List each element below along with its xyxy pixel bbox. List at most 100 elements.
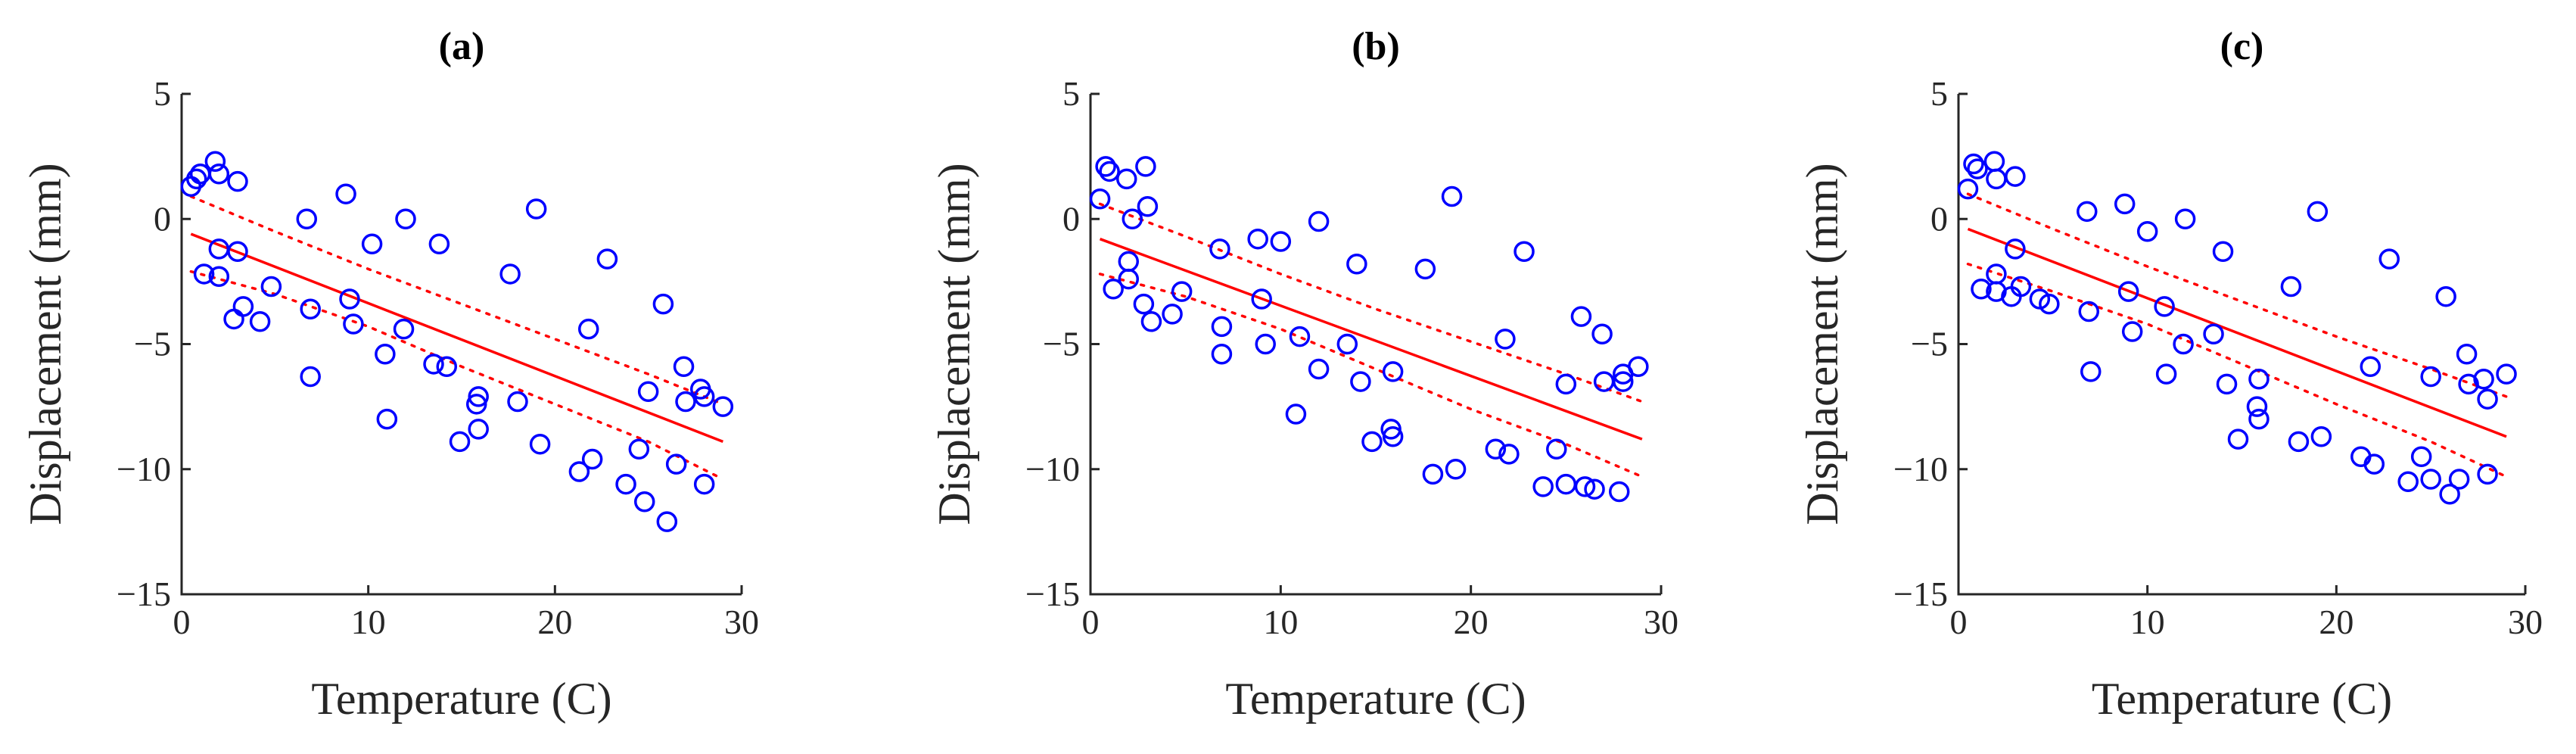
data-point: [2477, 388, 2498, 410]
data-point: [249, 311, 271, 332]
data-point: [693, 386, 715, 407]
y-tick-label: −15: [1025, 575, 1080, 613]
y-tick-label: 0: [1930, 199, 1948, 238]
chart-panel-3: (c) 0 10 20 30 5 0 −5 −10 −15 Temperature (C) Displ…: [1797, 25, 2543, 724]
panel-title: (a): [439, 25, 485, 68]
y-axis-label: Displacement (mm): [1797, 163, 1847, 525]
panel-title: (b): [1352, 25, 1400, 68]
data-point: [423, 354, 444, 375]
data-point: [361, 233, 383, 255]
data-point: [1498, 444, 1520, 465]
data-point: [1095, 156, 1116, 177]
data-point: [2288, 431, 2310, 453]
data-point: [1971, 279, 1992, 300]
data-point: [2496, 363, 2517, 385]
data-point: [1382, 426, 1404, 447]
data-point: [395, 208, 416, 229]
data-point: [468, 386, 489, 407]
data-point: [529, 433, 551, 455]
data-point: [1211, 316, 1233, 338]
data-point: [1140, 311, 1162, 332]
data-point: [189, 164, 211, 185]
data-point: [1270, 231, 1292, 252]
data-point: [2080, 361, 2102, 382]
data-point: [1251, 288, 1272, 310]
axes-frame: [1957, 94, 2525, 596]
data-point: [1414, 258, 1436, 280]
data-point: [656, 511, 678, 532]
data-point: [2448, 469, 2470, 490]
data-point: [2077, 201, 2098, 223]
data-point: [1135, 156, 1156, 177]
data-point: [499, 263, 521, 285]
data-point: [615, 473, 636, 495]
data-point: [2005, 238, 2026, 260]
data-point: [693, 473, 715, 495]
data-point: [525, 198, 547, 220]
y-tick-label: 5: [1930, 74, 1948, 113]
data-point: [339, 288, 360, 310]
y-tick-label: 0: [1062, 199, 1080, 238]
y-tick-label: −5: [1043, 325, 1080, 363]
data-point: [507, 391, 528, 413]
data-point: [185, 168, 207, 190]
data-point: [1495, 329, 1516, 350]
data-point: [300, 366, 321, 388]
x-tick-label: 20: [537, 603, 572, 641]
data-point: [1532, 476, 1554, 497]
data-point: [436, 356, 458, 377]
y-tick-label: 0: [154, 199, 171, 238]
x-tick-label: 20: [2319, 603, 2354, 641]
data-point: [2435, 285, 2456, 307]
data-point: [1485, 438, 1507, 460]
data-point: [393, 318, 415, 340]
data-point: [1957, 178, 1979, 200]
data-point: [2212, 241, 2234, 262]
data-point: [1346, 253, 1367, 275]
data-point: [1986, 168, 2007, 190]
data-point: [652, 293, 674, 315]
data-point: [227, 170, 248, 192]
data-point: [375, 343, 396, 365]
data-point: [335, 183, 356, 204]
data-point: [2378, 248, 2400, 270]
data-point: [2397, 471, 2419, 493]
data-point: [2121, 321, 2143, 342]
data-point: [376, 408, 398, 430]
data-point: [1967, 158, 1988, 179]
data-point: [208, 164, 230, 185]
data-point: [1612, 371, 1634, 392]
data-point: [193, 263, 215, 285]
data-point: [2114, 193, 2136, 215]
data-point: [1963, 153, 1984, 175]
data-point: [2155, 363, 2177, 385]
data-point: [1546, 438, 1567, 460]
data-point: [1118, 251, 1140, 273]
data-point: [2307, 201, 2329, 223]
data-point: [468, 419, 489, 440]
data-point: [1099, 160, 1120, 182]
data-point: [1382, 361, 1404, 382]
data-point: [596, 248, 618, 270]
data-point: [1308, 210, 1330, 232]
data-point: [1445, 459, 1467, 480]
data-point: [227, 241, 248, 262]
data-point: [1591, 323, 1613, 345]
x-tick-label: 30: [1644, 603, 1678, 641]
data-point: [1255, 333, 1276, 355]
x-tick-label: 0: [1082, 603, 1100, 641]
x-tick-label: 10: [351, 603, 386, 641]
data-point: [1116, 168, 1137, 190]
data-point: [1211, 343, 1233, 365]
data-point: [2310, 426, 2332, 447]
data-point: [2078, 301, 2100, 322]
data-point: [2039, 293, 2060, 315]
x-axis-label: Temperature (C): [1225, 674, 1526, 724]
data-point: [2248, 408, 2270, 430]
x-axis-label: Temperature (C): [311, 674, 611, 724]
y-tick-label: −15: [117, 575, 171, 613]
regression-line: [1099, 238, 1643, 441]
data-point: [581, 448, 603, 470]
x-tick-label: 0: [173, 603, 191, 641]
